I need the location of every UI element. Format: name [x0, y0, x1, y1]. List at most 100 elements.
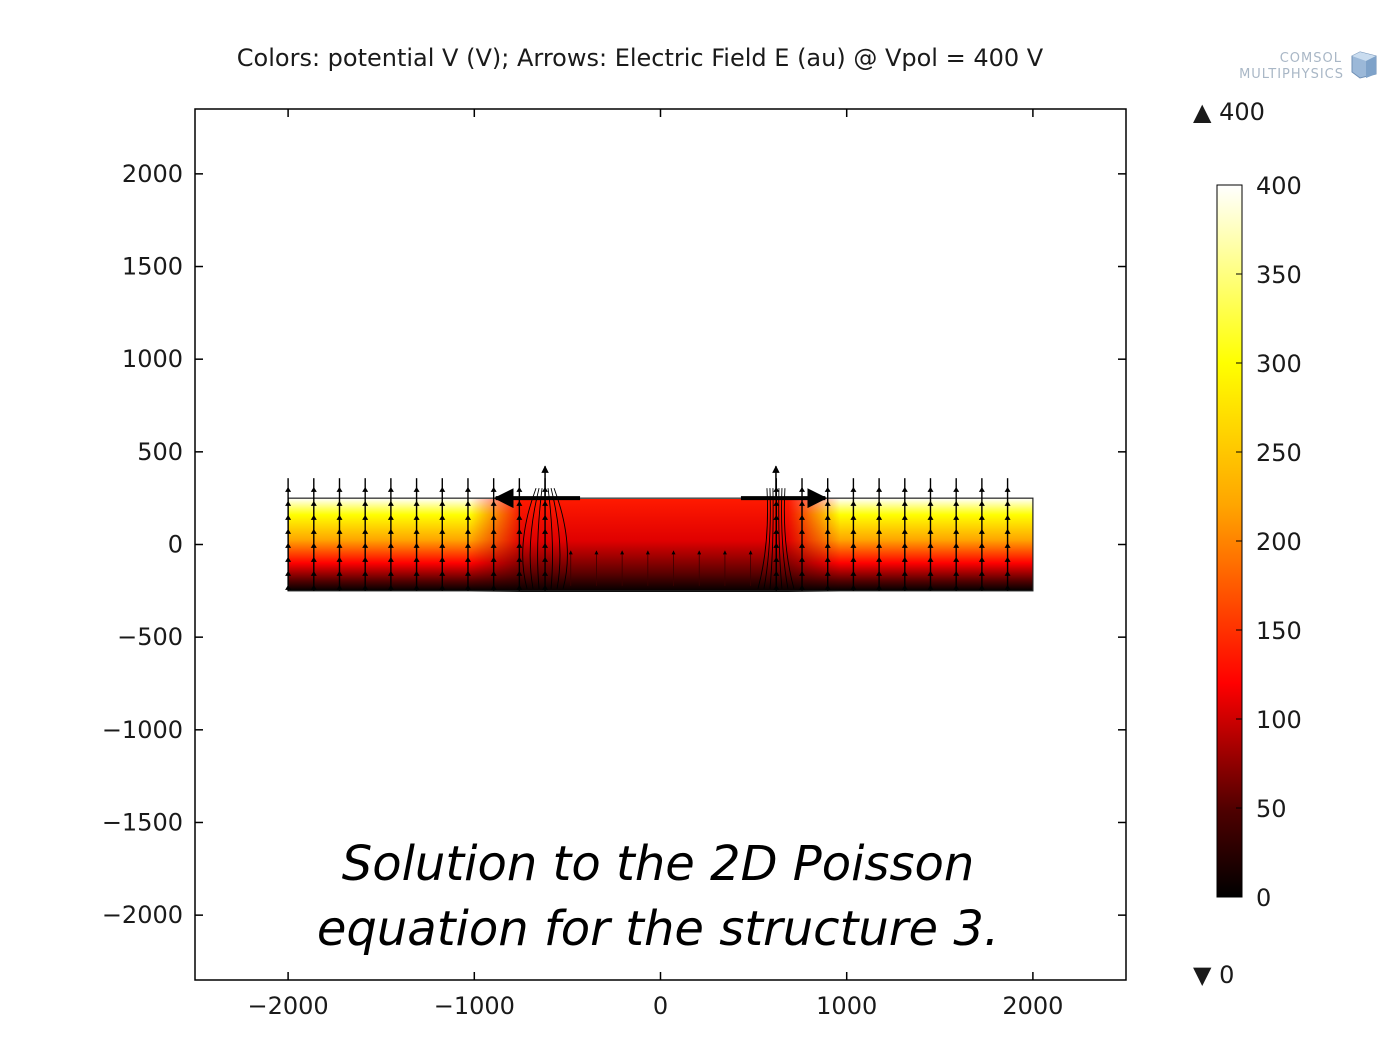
field-arrow	[1004, 570, 1011, 576]
x-tick-label: −1000	[434, 992, 515, 1020]
field-arrow	[285, 500, 292, 506]
field-arrow	[1004, 542, 1011, 548]
field-arrow	[1004, 514, 1011, 520]
fringe-field-line	[553, 488, 568, 589]
field-arrow	[824, 542, 831, 548]
y-tick-label: 500	[137, 438, 183, 466]
field-arrow	[850, 514, 857, 520]
field-arrow	[310, 556, 317, 562]
field-arrow	[953, 584, 960, 590]
y-tick-label: −2000	[102, 901, 183, 929]
field-arrow	[516, 486, 523, 492]
colorbar-tick-label: 0	[1256, 884, 1271, 912]
field-arrow	[799, 542, 806, 548]
field-arrow	[927, 556, 934, 562]
colorbar-tick-label: 50	[1256, 795, 1287, 823]
field-arrow	[387, 556, 394, 562]
field-arrow	[1004, 556, 1011, 562]
field-arrow	[901, 570, 908, 576]
field-arrow	[876, 500, 883, 506]
field-arrow	[439, 570, 446, 576]
field-arrow	[413, 556, 420, 562]
field-arrow	[516, 500, 523, 506]
field-arrow	[464, 542, 471, 548]
field-arrow	[927, 584, 934, 590]
field-arrow	[799, 486, 806, 492]
field-arrow	[387, 500, 394, 506]
colorbar-tick-label: 100	[1256, 706, 1302, 734]
field-arrow	[876, 528, 883, 534]
field-arrow	[285, 584, 292, 590]
colorbar-tick-label: 150	[1256, 617, 1302, 645]
field-arrow	[310, 584, 317, 590]
field-arrow	[953, 570, 960, 576]
field-arrow	[876, 584, 883, 590]
field-arrow	[850, 500, 857, 506]
field-arrow	[927, 500, 934, 506]
logo-line2: MULTIPHYSICS	[1239, 67, 1344, 82]
field-arrow	[336, 570, 343, 576]
field-arrow	[850, 570, 857, 576]
field-arrow	[927, 528, 934, 534]
field-arrow	[516, 514, 523, 520]
field-arrow	[824, 584, 831, 590]
fringe-field-line	[547, 488, 553, 589]
field-arrow	[336, 584, 343, 590]
field-arrow	[850, 556, 857, 562]
field-arrow	[387, 514, 394, 520]
field-arrow	[901, 584, 908, 590]
field-arrow	[310, 528, 317, 534]
field-arrow	[876, 556, 883, 562]
field-arrow	[490, 514, 497, 520]
axes: −2000 −1000 0 1000 2000 2000 1500 1000 500 0 −500 −…	[102, 109, 1126, 1020]
fringe-field-line	[783, 488, 795, 589]
colorbar: ▲ 400 400 350 300 250 200 150 100 50 0 ▼ 0	[1193, 98, 1302, 989]
field-arrow	[1004, 500, 1011, 506]
field-arrow	[953, 528, 960, 534]
field-arrow	[439, 500, 446, 506]
field-arrow	[336, 542, 343, 548]
field-arrow	[490, 542, 497, 548]
field-arrow	[362, 486, 369, 492]
field-arrow	[850, 542, 857, 548]
field-arrow	[413, 570, 420, 576]
field-arrow	[439, 514, 446, 520]
fringe-field-line	[769, 488, 774, 589]
field-arrow	[927, 486, 934, 492]
y-tick-label: −1000	[102, 716, 183, 744]
field-arrow	[953, 514, 960, 520]
field-arrow	[362, 570, 369, 576]
fringe-field-line	[529, 488, 540, 589]
field-arrow	[387, 542, 394, 548]
y-tick-label: 2000	[122, 160, 183, 188]
field-arrow	[310, 542, 317, 548]
field-arrow	[824, 528, 831, 534]
chart-title: Colors: potential V (V); Arrows: Electri…	[237, 44, 1044, 72]
x-tick-label: 2000	[1002, 992, 1063, 1020]
field-arrow	[978, 570, 985, 576]
field-arrow	[464, 486, 471, 492]
field-arrow	[464, 500, 471, 506]
field-arrow	[516, 542, 523, 548]
field-arrow	[310, 500, 317, 506]
field-arrow	[927, 514, 934, 520]
field-arrow	[336, 500, 343, 506]
fringe-field-line	[778, 488, 783, 589]
field-arrow	[953, 500, 960, 506]
field-arrow	[413, 584, 420, 590]
field-arrow	[1004, 486, 1011, 492]
field-arrow	[799, 514, 806, 520]
field-arrow	[285, 542, 292, 548]
field-arrow	[901, 542, 908, 548]
y-tick-label: 1500	[122, 253, 183, 281]
field-arrow	[387, 486, 394, 492]
field-arrow	[978, 500, 985, 506]
field-arrow	[439, 542, 446, 548]
field-arrow	[362, 528, 369, 534]
field-arrow	[978, 486, 985, 492]
field-arrow	[876, 486, 883, 492]
field-arrow	[953, 486, 960, 492]
field-arrow	[362, 584, 369, 590]
field-arrow	[413, 542, 420, 548]
electric-field-arrows	[285, 465, 1011, 591]
